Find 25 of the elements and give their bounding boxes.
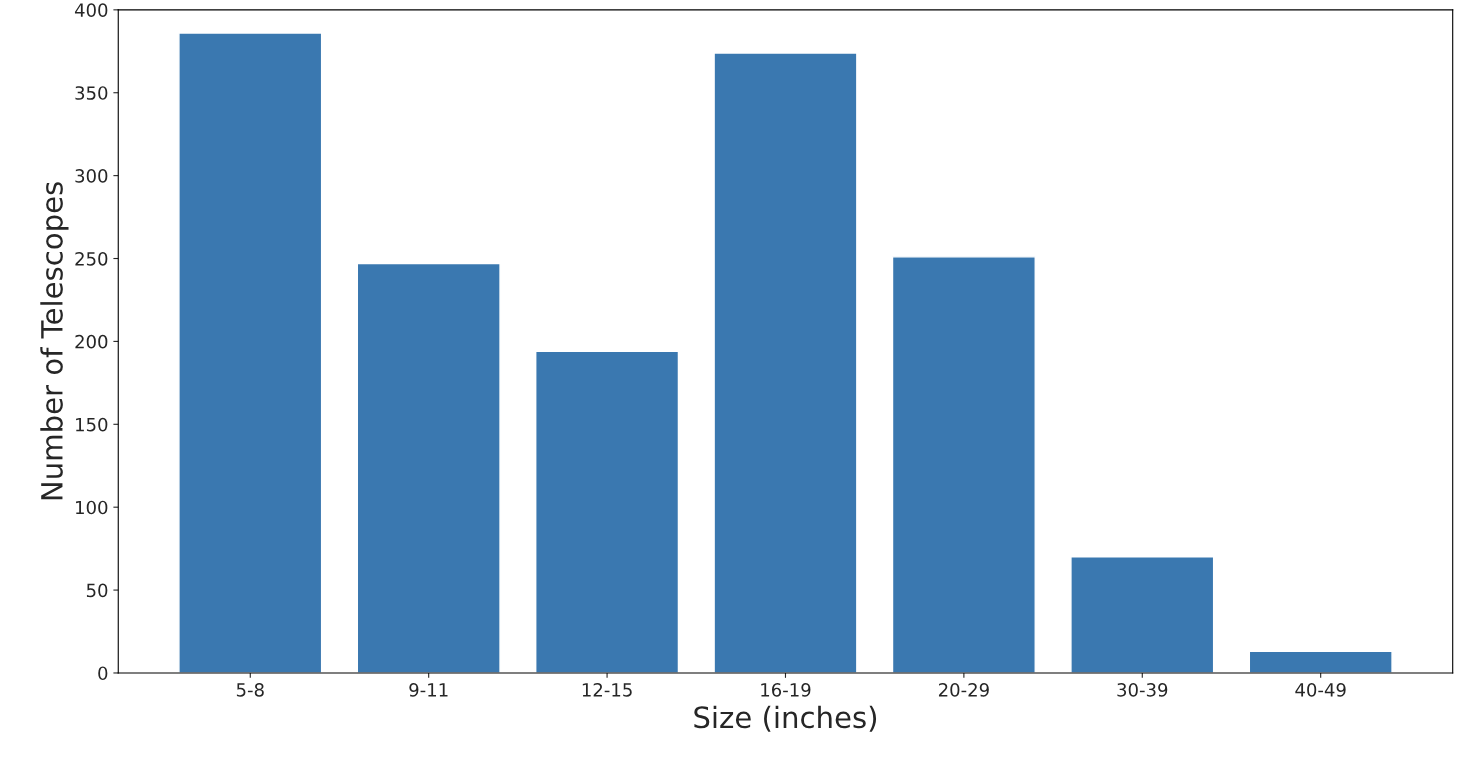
x-tick-label: 30-39 xyxy=(1117,683,1168,697)
bar xyxy=(891,256,1036,673)
x-axis-title: Size (inches) xyxy=(694,705,877,732)
y-tick-label: 400 xyxy=(74,3,108,17)
x-tick-label: 16-19 xyxy=(761,683,811,697)
x-tick-label: 40-49 xyxy=(1295,683,1346,697)
bar xyxy=(178,32,323,673)
x-tick-label: 20-29 xyxy=(938,683,989,697)
y-tick-label: 100 xyxy=(76,500,108,515)
y-tick-label: 350 xyxy=(75,86,108,100)
y-tick-label: 150 xyxy=(76,417,108,432)
y-tick-label: 50 xyxy=(86,583,108,598)
y-tick-label: 0 xyxy=(98,666,108,681)
x-tick-label: 9-11 xyxy=(409,683,448,697)
bar xyxy=(1070,556,1215,673)
bar xyxy=(535,350,680,673)
bar xyxy=(1248,650,1393,673)
bar xyxy=(356,262,501,673)
x-tick-label: 5-8 xyxy=(236,683,264,697)
x-tick-label: 12-15 xyxy=(582,683,632,697)
y-tick-label: 200 xyxy=(75,334,108,349)
bar xyxy=(713,52,858,673)
y-tick-label: 300 xyxy=(75,169,108,183)
y-axis-title: Number of Telescopes xyxy=(40,182,69,500)
y-tick-label: 250 xyxy=(75,251,108,266)
